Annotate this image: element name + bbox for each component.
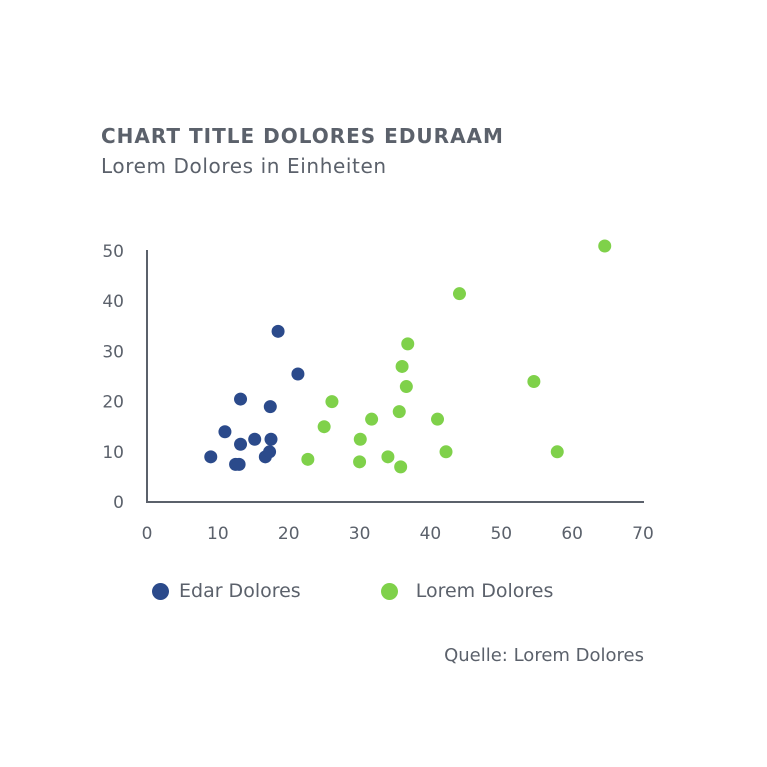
data-point-lorem-dolores [353,432,367,446]
y-tick-labels: 0 10 20 30 40 50 [102,242,124,513]
data-point-lorem-dolores [394,460,408,474]
data-point-lorem-dolores [439,445,453,459]
x-tick-label: 30 [349,524,371,544]
x-tick-labels: 0 10 20 30 40 50 60 70 [142,524,654,544]
data-point-edar-dolores [264,432,278,446]
data-point-lorem-dolores [401,337,415,351]
legend-item-lorem-dolores: Lorem Dolores [380,580,554,602]
data-points [204,239,612,474]
data-point-lorem-dolores [325,395,339,409]
data-point-lorem-dolores [431,412,445,426]
source-note: Quelle: Lorem Dolores [444,645,644,666]
y-tick-label: 30 [102,342,124,362]
data-point-edar-dolores [204,450,218,464]
data-point-lorem-dolores [301,452,315,466]
x-tick-label: 40 [420,524,442,544]
x-tick-label: 70 [632,524,654,544]
data-point-lorem-dolores [395,359,409,373]
x-tick-label: 50 [490,524,512,544]
y-tick-label: 40 [102,292,124,312]
data-point-lorem-dolores [381,450,395,464]
x-tick-label: 0 [142,524,153,544]
y-tick-label: 0 [113,493,124,513]
data-point-lorem-dolores [392,405,406,419]
y-tick-label: 10 [102,443,124,463]
data-point-edar-dolores [291,367,305,381]
data-point-edar-dolores [218,425,232,439]
data-point-lorem-dolores [598,239,612,253]
y-tick-label: 20 [102,393,124,413]
data-point-lorem-dolores [550,445,564,459]
chart-subtitle: Lorem Dolores in Einheiten [101,154,387,178]
legend-marker-lorem-dolores [380,582,398,600]
data-point-lorem-dolores [452,287,466,301]
data-point-edar-dolores [271,324,285,338]
chart-title: CHART TITLE DOLORES EDURAAM [101,124,504,148]
legend-label-lorem-dolores: Lorem Dolores [415,580,554,602]
x-tick-label: 20 [278,524,300,544]
data-point-lorem-dolores [527,375,541,389]
legend-label-edar-dolores: Edar Dolores [179,580,301,602]
data-point-lorem-dolores [365,412,379,426]
axes [146,250,644,503]
data-point-edar-dolores [234,392,248,406]
data-point-edar-dolores [263,445,277,459]
data-point-edar-dolores [263,400,277,414]
data-point-edar-dolores [232,457,246,471]
data-point-lorem-dolores [353,455,367,469]
legend-marker-edar-dolores [152,582,169,600]
legend-item-edar-dolores: Edar Dolores [152,580,301,602]
data-point-edar-dolores [248,432,262,446]
data-point-lorem-dolores [317,420,331,434]
x-tick-label: 10 [207,524,229,544]
x-tick-label: 60 [561,524,583,544]
data-point-lorem-dolores [399,380,413,394]
y-tick-label: 50 [102,242,124,262]
data-point-edar-dolores [234,437,248,451]
legend: Edar Dolores Lorem Dolores [152,580,633,602]
